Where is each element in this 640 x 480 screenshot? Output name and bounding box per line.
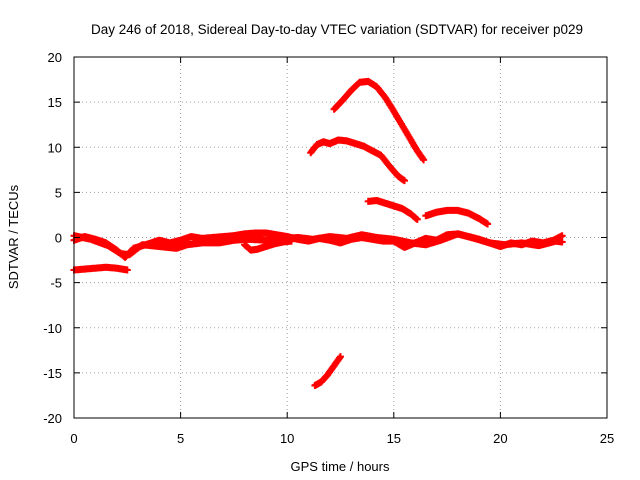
series-track-offset-minus-3-5 <box>70 263 131 274</box>
y-tick-label: 0 <box>55 231 62 246</box>
x-tick-label: 10 <box>280 431 294 446</box>
series-track-arc-9-to-6 <box>307 136 408 185</box>
series-track-arc-4-to-2 <box>364 197 421 223</box>
y-tick-label: 15 <box>48 95 62 110</box>
axis-ticks: 0 5 10 15 20 25 20 15 10 5 0 -5 -10 -15 -20 <box>43 50 614 446</box>
data-series <box>70 77 566 389</box>
x-tick-label: 0 <box>70 431 77 446</box>
y-tick-label: -20 <box>43 411 62 426</box>
data-point-markers <box>422 206 492 228</box>
data-point-markers <box>307 136 408 185</box>
series-track-negative-15 <box>311 353 344 389</box>
data-point-markers <box>311 353 344 389</box>
x-tick-label: 15 <box>387 431 401 446</box>
data-point-markers <box>70 230 566 259</box>
x-tick-label: 5 <box>177 431 184 446</box>
y-tick-label: -15 <box>43 366 62 381</box>
y-tick-label: 10 <box>48 140 62 155</box>
x-axis-label: GPS time / hours <box>291 459 390 474</box>
y-axis-label: SDTVAR / TECUs <box>6 184 21 289</box>
series-track-second-near-zero <box>70 230 566 259</box>
data-point-markers <box>70 263 131 274</box>
x-tick-label: 25 <box>600 431 614 446</box>
data-point-markers <box>330 77 428 164</box>
series-track-arc-14-to-9 <box>330 77 428 164</box>
data-point-markers <box>241 237 295 254</box>
series-track-arc-2-to-1 <box>422 206 492 228</box>
y-tick-label: 20 <box>48 50 62 65</box>
chart-title: Day 246 of 2018, Sidereal Day-to-day VTE… <box>91 22 583 37</box>
y-tick-label: 5 <box>55 185 62 200</box>
y-tick-label: -5 <box>50 276 62 291</box>
x-tick-label: 20 <box>493 431 507 446</box>
data-point-markers <box>364 197 421 223</box>
series-track-dip-8-10h <box>241 237 295 254</box>
y-tick-label: -10 <box>43 321 62 336</box>
